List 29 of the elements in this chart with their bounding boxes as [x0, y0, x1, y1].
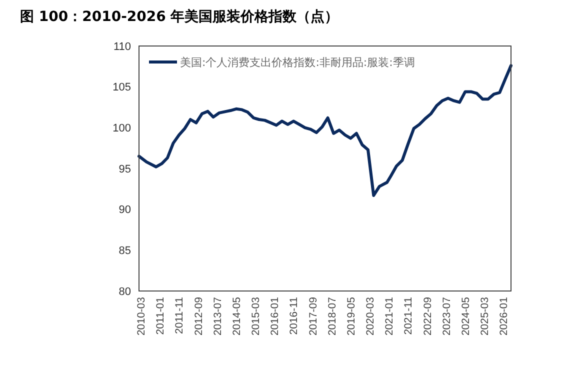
y-tick-label: 110 [113, 40, 131, 53]
x-tick-label: 2022-09 [422, 296, 434, 336]
x-tick-label: 2018-07 [326, 296, 338, 336]
x-tick-label: 2024-05 [460, 296, 472, 336]
x-tick-label: 2017-09 [307, 296, 320, 336]
x-tick-label: 2011-01 [154, 296, 167, 335]
y-tick-label: 80 [118, 286, 131, 298]
x-tick-label: 2021-11 [402, 296, 415, 335]
x-tick-label: 2013-07 [212, 296, 224, 336]
legend-label: 美国:个人消费支出价格指数:非耐用品:服装:季调 [180, 56, 415, 69]
x-tick-label: 2016-01 [269, 296, 282, 336]
x-tick-label: 2026-01 [498, 296, 510, 336]
chart-title: 图 100：2010-2026 年美国服装价格指数（点） [20, 8, 339, 25]
x-tick-label: 2025-03 [478, 296, 491, 336]
x-tick-label: 2023-07 [440, 296, 453, 336]
x-tick-label: 2010-03 [135, 296, 148, 336]
x-tick-label: 2011-11 [174, 296, 186, 334]
y-tick-label: 90 [118, 204, 131, 216]
y-tick-label: 95 [118, 163, 131, 176]
y-tick-label: 105 [112, 82, 131, 94]
x-tick-label: 2021-01 [384, 296, 396, 336]
x-tick-label: 2016-11 [288, 296, 300, 335]
y-tick-label: 100 [112, 122, 131, 135]
x-tick-label: 2015-03 [250, 296, 262, 336]
x-tick-label: 2012-09 [192, 296, 205, 336]
x-tick-label: 2019-05 [345, 296, 358, 336]
y-tick-label: 85 [118, 245, 131, 258]
x-tick-label: 2020-03 [364, 296, 376, 336]
x-tick-label: 2014-05 [230, 296, 243, 336]
